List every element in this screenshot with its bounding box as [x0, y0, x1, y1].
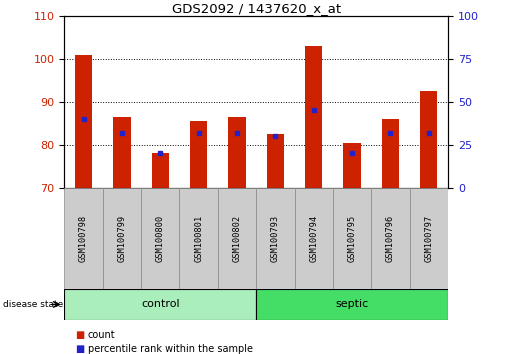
- Bar: [410, 188, 448, 289]
- Bar: [218, 188, 256, 289]
- Bar: [382, 119, 399, 188]
- Text: GSM100800: GSM100800: [156, 215, 165, 262]
- Text: ■: ■: [75, 344, 84, 354]
- Bar: [151, 153, 169, 188]
- Text: control: control: [141, 299, 180, 309]
- Bar: [256, 289, 448, 320]
- Title: GDS2092 / 1437620_x_at: GDS2092 / 1437620_x_at: [171, 2, 341, 15]
- Bar: [141, 188, 180, 289]
- Bar: [180, 188, 218, 289]
- Text: disease state: disease state: [3, 300, 63, 309]
- Text: count: count: [88, 330, 115, 339]
- Bar: [305, 46, 322, 188]
- Text: septic: septic: [335, 299, 369, 309]
- Text: GSM100796: GSM100796: [386, 215, 395, 262]
- Bar: [344, 143, 361, 188]
- Bar: [333, 188, 371, 289]
- Bar: [75, 55, 92, 188]
- Bar: [103, 188, 141, 289]
- Bar: [64, 289, 256, 320]
- Bar: [371, 188, 410, 289]
- Text: ■: ■: [75, 330, 84, 339]
- Text: GSM100801: GSM100801: [194, 215, 203, 262]
- Bar: [113, 117, 131, 188]
- Text: percentile rank within the sample: percentile rank within the sample: [88, 344, 252, 354]
- Text: GSM100797: GSM100797: [424, 215, 433, 262]
- Text: GSM100798: GSM100798: [79, 215, 88, 262]
- Text: GSM100799: GSM100799: [117, 215, 126, 262]
- Bar: [64, 188, 103, 289]
- Bar: [295, 188, 333, 289]
- Bar: [420, 91, 438, 188]
- Text: GSM100793: GSM100793: [271, 215, 280, 262]
- Bar: [190, 121, 208, 188]
- Bar: [256, 188, 295, 289]
- Text: GSM100802: GSM100802: [233, 215, 242, 262]
- Bar: [228, 117, 246, 188]
- Text: GSM100794: GSM100794: [310, 215, 318, 262]
- Bar: [267, 134, 284, 188]
- Text: GSM100795: GSM100795: [348, 215, 356, 262]
